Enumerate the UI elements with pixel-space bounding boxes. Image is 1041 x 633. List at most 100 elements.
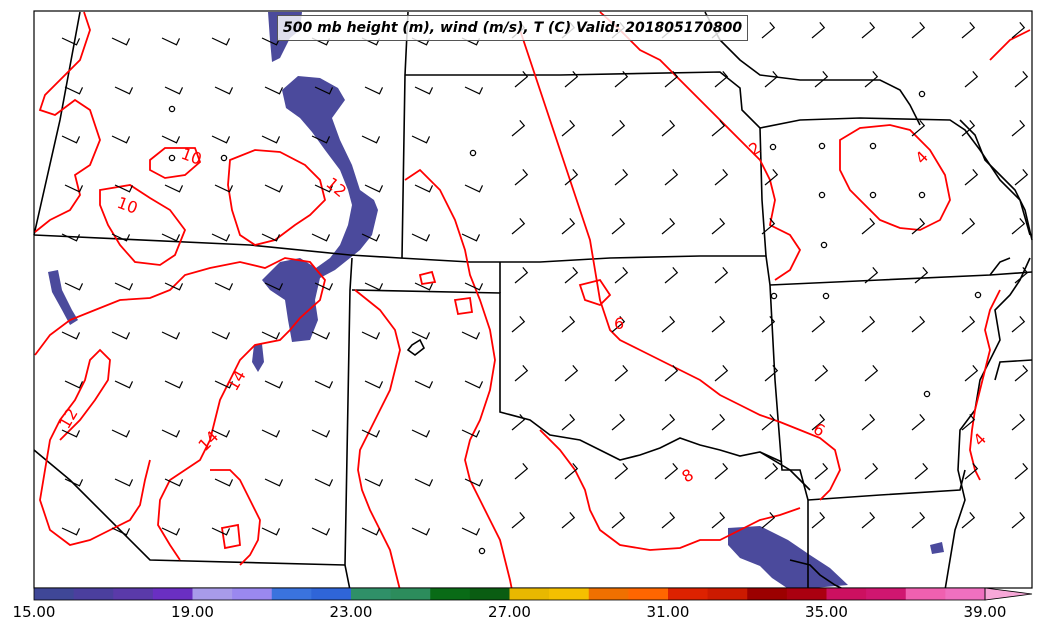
wind-barb-icon [911, 414, 926, 431]
wind-barb-icon [114, 478, 134, 487]
wind-barb-icon [414, 86, 434, 95]
wind-barb-icon [514, 71, 529, 88]
wind-barb-icon [861, 22, 876, 39]
jet-streak-small [252, 344, 264, 372]
contour-14-b [210, 469, 261, 566]
border-tennessee [989, 271, 1033, 276]
wind-barb-icon [214, 282, 234, 291]
contour-label-6a: 6 [614, 314, 624, 333]
state-borders [33, 11, 1033, 591]
jet-streak-east-small [930, 542, 944, 554]
contour-10-north [34, 11, 101, 233]
wind-barb-icon [214, 478, 234, 487]
wind-barb-icon [761, 218, 776, 235]
wind-barb-icon [161, 37, 181, 46]
wind-barb-icon [664, 71, 679, 88]
wind-barb-icon [761, 316, 776, 333]
calm-wind-circle-icon [769, 143, 777, 151]
wind-barb-icon [764, 169, 779, 186]
wind-barb-icon [914, 463, 929, 480]
wind-barb-icon [1014, 365, 1029, 382]
wind-barb-icon [411, 233, 431, 242]
border-small-peninsula [406, 338, 426, 356]
wind-barb-icon [361, 527, 381, 536]
colorbar-tick-label: 31.00 [646, 603, 690, 621]
contour-mid [404, 168, 513, 591]
colorbar-segment [747, 588, 788, 600]
wind-barb-icon [361, 233, 381, 242]
contour-small-loop-3 [453, 296, 474, 316]
wind-barb-icon [64, 478, 84, 487]
wind-barb-icon [211, 429, 231, 438]
wind-barb-icon [661, 218, 676, 235]
wind-barb-icon [811, 512, 826, 529]
colorbar-tick-label: 15.00 [12, 603, 56, 621]
wind-barb-icon [311, 331, 331, 340]
wind-barb-icon [114, 380, 134, 389]
wind-barb-icon [614, 71, 629, 88]
wind-barb-icon [814, 365, 829, 382]
calm-wind-circles [168, 90, 982, 555]
wind-barb-icon [264, 478, 284, 487]
wind-barb-icon [114, 184, 134, 193]
wind-barb-icon [464, 86, 484, 95]
wind-barb-icon [164, 478, 184, 487]
wind-barb-icon [211, 331, 231, 340]
wind-barb-icon [711, 316, 726, 333]
wind-barb-icon [911, 512, 926, 529]
wind-barb-icon [414, 478, 434, 487]
wind-barb-icon [161, 429, 181, 438]
colorbar-tick-label: 23.00 [329, 603, 373, 621]
wind-barb-icon [661, 316, 676, 333]
wind-barb-icon [714, 463, 729, 480]
wind-barb-icon [211, 527, 231, 536]
wind-barb-icon [164, 282, 184, 291]
wind-barb-icon [414, 282, 434, 291]
wind-barb-icon [911, 316, 926, 333]
wind-barb-icon [961, 414, 976, 431]
wind-barb-icon [514, 463, 529, 480]
wind-barb-icon [961, 218, 976, 235]
wind-barb-icon [611, 512, 626, 529]
wind-barb-icon [161, 233, 181, 242]
calm-wind-circle-icon [974, 291, 982, 299]
wind-barb-icon [1011, 512, 1026, 529]
colorbar-segment [786, 588, 827, 600]
colorbar-segment [905, 588, 946, 600]
wind-barb-icon [1011, 22, 1026, 39]
wind-barb-icon [364, 282, 384, 291]
calm-wind-circle-icon [220, 154, 228, 162]
wind-barb-icon [264, 282, 284, 291]
wind-barb-icon [864, 71, 879, 88]
wind-barb-icon [511, 120, 526, 137]
calm-wind-circle-icon [168, 105, 176, 113]
wind-barb-icon [161, 527, 181, 536]
wind-barb-icon [911, 120, 926, 137]
wind-barb-icon [111, 429, 131, 438]
wind-barb-icon [814, 463, 829, 480]
wind-barb-icon [714, 365, 729, 382]
wind-barb-icon [561, 120, 576, 137]
colorbar-segment [152, 588, 193, 600]
colorbar-segment [192, 588, 233, 600]
wind-barb-icon [164, 380, 184, 389]
wind-barb-icon [511, 316, 526, 333]
wind-barb-field [61, 22, 1029, 536]
wind-barb-icon [964, 169, 979, 186]
contour-12-center [227, 149, 326, 246]
wind-barb-icon [414, 380, 434, 389]
contour-6-north [599, 11, 802, 281]
wind-barb-icon [514, 365, 529, 382]
wind-barb-icon [561, 414, 576, 431]
wind-barb-icon [61, 233, 81, 242]
wind-barb-icon [111, 527, 131, 536]
temperature-contours [34, 11, 1031, 591]
wind-barb-icon [764, 365, 779, 382]
colorbar-segment [826, 588, 867, 600]
colorbar-segment [469, 588, 510, 600]
wind-barb-icon [314, 380, 334, 389]
wind-barb-icon [561, 218, 576, 235]
wind-barb-icon [211, 135, 231, 144]
contour-4-right [989, 29, 1031, 61]
